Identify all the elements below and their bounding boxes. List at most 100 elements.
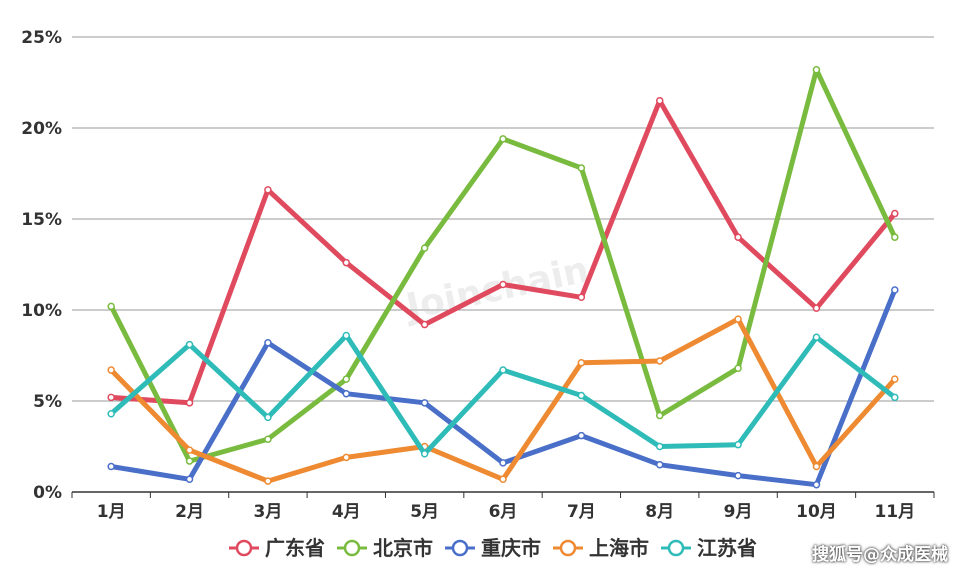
data-point <box>655 442 664 451</box>
x-tick-label: 7月 <box>567 502 596 522</box>
series-1 <box>107 66 899 465</box>
data-point <box>891 233 899 241</box>
data-point <box>264 413 272 422</box>
data-point <box>499 475 507 484</box>
data-point <box>264 435 272 443</box>
data-point <box>499 280 507 289</box>
legend-marker-icon <box>343 539 361 557</box>
series-line <box>108 316 898 484</box>
x-tick-label: 3月 <box>253 502 282 522</box>
legend-item[interactable]: 广东省 <box>229 536 325 560</box>
grid-lines <box>72 36 934 402</box>
x-tick-label: 10月 <box>796 502 837 522</box>
data-point <box>185 457 194 465</box>
legend-marker-icon <box>235 539 253 557</box>
series-line <box>108 98 898 406</box>
data-point <box>420 244 429 252</box>
legend-label: 上海市 <box>589 536 649 560</box>
data-point <box>891 375 899 383</box>
legend[interactable]: 广东省 北京市 重庆市 上海市 江苏省 <box>229 536 757 560</box>
data-point <box>107 366 115 374</box>
legend-marker-icon <box>559 539 577 557</box>
series-3 <box>107 315 899 485</box>
data-point <box>734 315 742 323</box>
x-tick-label: 5月 <box>410 502 439 522</box>
data-point <box>264 339 272 347</box>
x-tick-label: 1月 <box>97 502 126 522</box>
data-point <box>420 450 429 458</box>
data-point <box>577 391 586 400</box>
x-tick-label: 9月 <box>724 502 753 522</box>
legend-item[interactable]: 江苏省 <box>661 536 757 560</box>
data-point <box>342 453 351 462</box>
series-4 <box>107 331 899 458</box>
source-note: 搜狐号@众成医械 <box>812 545 948 565</box>
y-tick-label: 15% <box>21 210 62 230</box>
data-point <box>342 331 351 340</box>
data-point <box>577 359 586 367</box>
y-tick-label: 10% <box>21 301 62 321</box>
data-point <box>812 462 821 471</box>
data-point <box>107 409 115 418</box>
data-point <box>264 186 272 194</box>
legend-marker-icon <box>667 539 685 557</box>
data-point <box>655 96 664 105</box>
y-tick-label: 5% <box>33 392 62 412</box>
x-tick-label: 2月 <box>175 502 204 522</box>
legend-label: 北京市 <box>373 536 433 560</box>
y-tick-label: 25% <box>21 28 62 48</box>
series-lines <box>107 66 899 489</box>
data-point <box>577 164 586 172</box>
data-point <box>264 477 272 485</box>
data-point <box>734 364 742 372</box>
legend-label: 重庆市 <box>481 536 541 560</box>
data-point <box>891 393 899 402</box>
data-point <box>420 320 429 329</box>
data-point <box>107 462 115 471</box>
data-point <box>891 209 899 218</box>
x-tick-label: 4月 <box>332 502 361 522</box>
data-point <box>185 475 194 484</box>
data-point <box>812 66 821 74</box>
data-point <box>185 340 194 349</box>
data-point <box>734 471 742 480</box>
data-point <box>812 480 821 489</box>
data-point <box>655 357 664 365</box>
x-tick-label: 11月 <box>874 502 915 522</box>
x-tick-label: 6月 <box>489 502 518 522</box>
series-0 <box>107 96 899 407</box>
legend-item[interactable]: 重庆市 <box>445 536 541 560</box>
legend-label: 广东省 <box>265 536 325 560</box>
data-point <box>655 411 664 420</box>
data-point <box>342 389 351 398</box>
legend-label: 江苏省 <box>697 536 757 560</box>
data-point <box>185 399 194 407</box>
data-point <box>185 446 194 454</box>
data-point <box>342 375 351 383</box>
data-point <box>499 366 507 374</box>
data-point <box>577 293 586 302</box>
data-point <box>107 393 115 402</box>
x-tick-label: 8月 <box>645 502 674 522</box>
legend-item[interactable]: 北京市 <box>337 536 433 560</box>
axes: 0% 5% 10% 15% 20% 25% 1月 2月 3月 4月 5月 6月 7月 8月 9月 10月 11月 <box>21 28 935 522</box>
y-tick-label: 0% <box>33 483 62 503</box>
data-point <box>499 135 507 143</box>
data-point <box>499 459 507 467</box>
data-point <box>891 286 899 294</box>
data-point <box>734 233 742 241</box>
series-2 <box>107 286 899 489</box>
data-point <box>342 258 351 267</box>
data-point <box>812 304 821 312</box>
y-tick-label: 20% <box>21 119 62 139</box>
legend-marker-icon <box>451 539 469 557</box>
data-point <box>420 399 429 407</box>
series-line <box>108 333 898 457</box>
data-point <box>812 333 821 342</box>
data-point <box>577 431 586 440</box>
legend-item[interactable]: 上海市 <box>553 536 649 560</box>
data-point <box>107 302 115 311</box>
data-point <box>734 440 742 449</box>
data-point <box>655 460 664 469</box>
